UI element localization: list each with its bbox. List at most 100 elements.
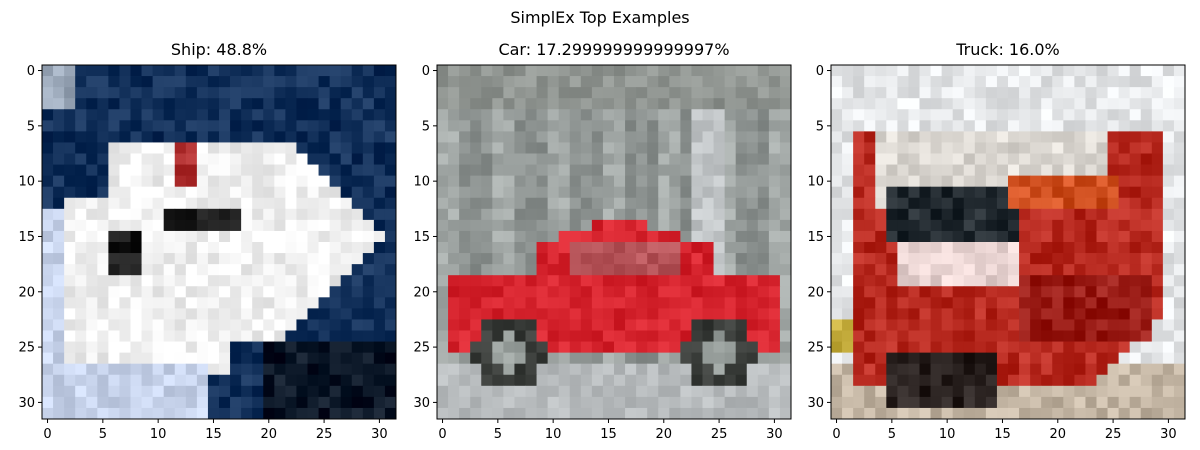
image-pixel bbox=[351, 330, 364, 342]
image-pixel bbox=[713, 164, 726, 177]
image-pixel bbox=[318, 363, 331, 376]
image-pixel bbox=[1096, 164, 1108, 177]
image-pixel bbox=[437, 142, 449, 154]
image-pixel bbox=[219, 407, 231, 420]
image-pixel bbox=[735, 264, 748, 276]
image-pixel bbox=[1096, 131, 1108, 143]
image-pixel bbox=[207, 65, 220, 77]
image-pixel bbox=[207, 175, 220, 188]
image-pixel bbox=[174, 65, 187, 77]
image-pixel bbox=[130, 164, 142, 177]
image-pixel bbox=[691, 109, 703, 121]
image-pixel bbox=[1019, 230, 1031, 243]
image-pixel bbox=[735, 407, 748, 420]
image-pixel bbox=[746, 407, 759, 420]
image-pixel bbox=[647, 297, 659, 309]
image-pixel bbox=[941, 286, 954, 298]
image-pixel bbox=[1129, 407, 1142, 420]
image-pixel bbox=[724, 109, 737, 121]
image-pixel bbox=[580, 363, 593, 376]
image-pixel bbox=[362, 308, 375, 320]
image-pixel bbox=[713, 230, 726, 243]
image-pixel bbox=[1140, 308, 1153, 320]
image-pixel bbox=[1008, 65, 1020, 77]
image-pixel bbox=[307, 98, 319, 110]
image-pixel bbox=[207, 275, 220, 287]
image-pixel bbox=[108, 208, 120, 221]
image-pixel bbox=[384, 219, 397, 232]
image-pixel bbox=[886, 230, 898, 243]
image-pixel bbox=[897, 186, 909, 199]
image-pixel bbox=[625, 65, 637, 77]
image-pixel bbox=[853, 264, 865, 276]
image-pixel bbox=[525, 87, 537, 99]
image-pixel bbox=[691, 153, 703, 165]
image-pixel bbox=[362, 109, 375, 121]
image-pixel bbox=[1162, 407, 1175, 420]
image-pixel bbox=[974, 396, 987, 409]
image-pixel bbox=[274, 219, 286, 232]
image-pixel bbox=[219, 319, 231, 331]
image-pixel bbox=[119, 286, 131, 298]
y-tick-label: 15 bbox=[18, 230, 35, 245]
image-pixel bbox=[64, 407, 76, 420]
image-pixel bbox=[296, 319, 308, 331]
image-pixel bbox=[713, 175, 726, 188]
image-pixel bbox=[514, 407, 526, 420]
image-pixel bbox=[724, 297, 737, 309]
image-pixel bbox=[746, 87, 759, 99]
image-pixel bbox=[996, 142, 1009, 154]
x-tick-label: 20 bbox=[1050, 427, 1067, 442]
image-pixel bbox=[1151, 374, 1164, 387]
image-pixel bbox=[864, 76, 876, 88]
image-pixel bbox=[163, 319, 176, 331]
image-pixel bbox=[1173, 297, 1186, 309]
image-pixel bbox=[680, 131, 692, 143]
image-pixel bbox=[152, 363, 165, 376]
image-pixel bbox=[768, 208, 781, 221]
image-pixel bbox=[241, 109, 253, 121]
image-pixel bbox=[842, 65, 854, 77]
image-pixel bbox=[174, 352, 187, 365]
image-pixel bbox=[525, 275, 537, 287]
image-pixel bbox=[1162, 385, 1175, 398]
image-pixel bbox=[263, 219, 275, 232]
image-pixel bbox=[274, 297, 286, 309]
image-pixel bbox=[241, 264, 253, 276]
image-pixel bbox=[64, 242, 76, 254]
image-pixel bbox=[735, 396, 748, 409]
image-pixel bbox=[724, 396, 737, 409]
image-pixel bbox=[569, 385, 582, 398]
image-pixel bbox=[669, 131, 681, 143]
image-pixel bbox=[724, 131, 737, 143]
image-pixel bbox=[448, 264, 460, 276]
image-pixel bbox=[514, 142, 526, 154]
image-pixel bbox=[373, 319, 386, 331]
image-pixel bbox=[42, 330, 54, 342]
image-pixel bbox=[1074, 120, 1086, 132]
image-pixel bbox=[362, 131, 375, 143]
image-pixel bbox=[974, 76, 987, 88]
image-pixel bbox=[974, 264, 987, 276]
image-pixel bbox=[569, 253, 582, 265]
image-pixel bbox=[1107, 330, 1120, 342]
image-pixel bbox=[351, 98, 364, 110]
image-pixel bbox=[1096, 330, 1108, 342]
image-pixel bbox=[853, 308, 865, 320]
image-pixel bbox=[625, 396, 637, 409]
image-pixel bbox=[373, 219, 386, 232]
image-pixel bbox=[864, 275, 876, 287]
image-pixel bbox=[757, 264, 770, 276]
image-pixel bbox=[459, 352, 471, 365]
image-pixel bbox=[680, 164, 692, 177]
image-pixel bbox=[503, 186, 515, 199]
image-pixel bbox=[569, 76, 582, 88]
image-pixel bbox=[514, 330, 526, 342]
image-pixel bbox=[185, 308, 198, 320]
image-pixel bbox=[373, 197, 386, 210]
image-pixel bbox=[735, 319, 748, 331]
image-pixel bbox=[86, 208, 98, 221]
image-pixel bbox=[864, 175, 876, 188]
image-pixel bbox=[362, 396, 375, 409]
image-pixel bbox=[864, 153, 876, 165]
